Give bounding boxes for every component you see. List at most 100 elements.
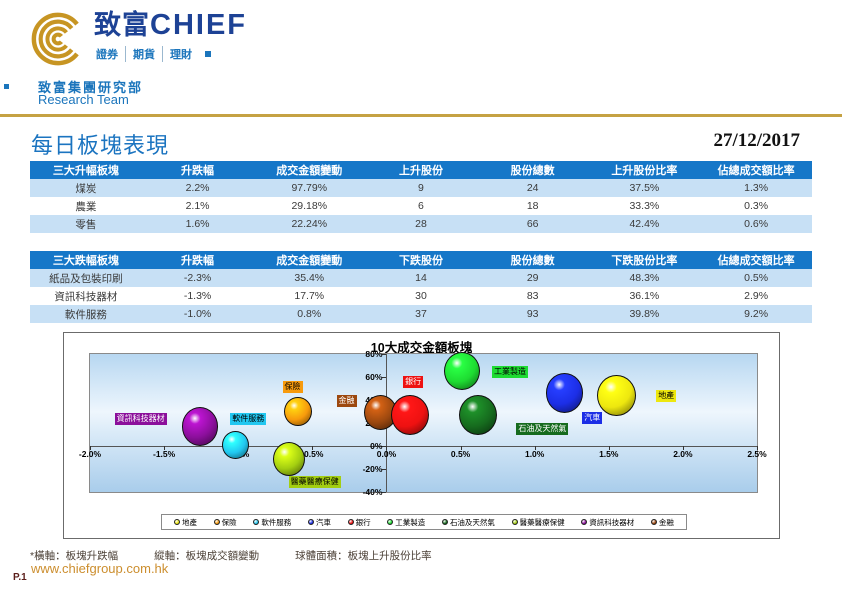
table-cell: 24 — [476, 179, 589, 197]
sector-bubble-label: 銀行 — [403, 375, 424, 388]
x-axis-tick — [164, 446, 166, 450]
table-cell: 0.8% — [253, 305, 366, 323]
x-axis-tick-label: -1.5% — [153, 449, 176, 459]
table-cell: 紙品及包裝印刷 — [30, 269, 142, 287]
legend-label: 汽車 — [315, 517, 331, 527]
x-axis-tick — [90, 446, 91, 450]
x-axis-tick — [757, 446, 758, 450]
sector-bubble-label: 資訊科技器材 — [114, 413, 167, 426]
x-axis-tick-label: 2.0% — [673, 449, 693, 459]
x-axis-tick-label: 0.0% — [376, 449, 397, 459]
y-axis-tick — [382, 446, 387, 447]
legend-label: 石油及天然氣 — [449, 517, 495, 527]
sector-bubble-label: 軟件服務 — [230, 413, 267, 426]
table-cell: 軟件服務 — [30, 305, 142, 323]
legend-label: 銀行 — [355, 517, 371, 527]
legend-item: 汽車 — [307, 517, 331, 528]
table-row: 零售 1.6% 22.24% 28 66 42.4% 0.6% — [30, 215, 812, 233]
legend-label: 地產 — [182, 517, 197, 527]
table-cell: 28 — [365, 215, 477, 233]
table-cell: 33.3% — [629, 200, 660, 212]
sector-bubble-石油及天然氣 — [459, 394, 498, 436]
legend-dot — [511, 519, 518, 525]
x-axis-tick-label: 1.5% — [599, 449, 619, 459]
legend-item: 地產 — [174, 517, 197, 528]
chart-title: 10大成交金額板塊 — [370, 341, 473, 355]
x-axis-tick-label: -0.5% — [301, 449, 324, 459]
column-header: 佔總成交額比率 — [700, 161, 812, 179]
sector-bubble-工業製造 — [444, 352, 481, 391]
sector-bubble-label: 石油及天然氣 — [516, 422, 569, 435]
table-cell: 1.3% — [700, 179, 812, 197]
table-cell: 17.7% — [294, 290, 325, 302]
service-label: 期貨 — [125, 46, 162, 62]
chart-footnote: *橫軸：板塊升跌幅 縱軸：板塊成交額變動 球體面積：板塊上升股份比率 — [30, 548, 432, 563]
table-cell: 35.4% — [253, 269, 366, 287]
table-cell: 39.8% — [588, 305, 701, 323]
table-row: 農業 2.1% 29.18% 6 18 33.3% 0.3% — [30, 197, 812, 215]
legend-dot — [581, 519, 588, 525]
website-link[interactable]: www.chiefgroup.com.hk — [31, 561, 169, 576]
table-cell: 9 — [365, 179, 477, 197]
table-row: 紙品及包裝印刷 -2.3% 35.4% 14 29 48.3% 0.5% — [30, 269, 812, 287]
sector-bubble-汽車 — [545, 373, 583, 413]
legend-dot — [174, 519, 180, 525]
blue-square-marker — [205, 51, 211, 57]
column-header: 股份總數 — [476, 161, 589, 179]
logo-wordmark: 致富 CHIEF — [94, 11, 247, 40]
table-cell: -1.0% — [141, 305, 254, 323]
plot-area: 80%60%40%20%0%-20%-40%-2.0%-1.5%-1.0%-0.… — [79, 349, 767, 497]
sector-bubble-label: 金融 — [336, 394, 357, 407]
legend-dot — [307, 519, 314, 525]
table-cell: 零售 — [30, 215, 142, 233]
x-axis-tick-label: -2.0% — [78, 449, 102, 459]
table-cell: 66 — [476, 215, 589, 233]
column-header: 三大升幅板塊 — [30, 161, 142, 179]
table-cell: 0.6% — [700, 215, 812, 233]
report-date: 27/12/2017 — [713, 130, 800, 151]
logo-cjk-text: 致富 — [94, 10, 150, 40]
table-cell: 2.2% — [141, 179, 254, 197]
table-cell: 2.1% — [185, 200, 210, 212]
legend-item: 保險 — [213, 517, 237, 528]
chief-logo-icon — [31, 12, 79, 66]
sector-bubble-保險 — [283, 396, 312, 427]
y-axis-tick-label: -20% — [362, 464, 383, 474]
table-cell: 83 — [526, 290, 539, 302]
service-label: 證券 — [96, 49, 118, 61]
legend-item: 銀行 — [347, 517, 371, 528]
table-header-row: 三大跌幅板塊 升跌幅 成交金額變動 下跌股份 股份總數 下跌股份比率 佔總成交額比率 — [30, 251, 812, 269]
sector-bubble-銀行 — [391, 394, 430, 436]
x-axis-tick — [386, 446, 388, 450]
column-header: 上升股份 — [365, 161, 477, 179]
legend-label: 金融 — [658, 517, 674, 527]
y-axis-tick — [382, 492, 387, 493]
y-axis-tick — [382, 354, 387, 355]
table-cell: 42.4% — [588, 215, 701, 233]
sector-bubble-label: 汽車 — [582, 412, 603, 425]
table-cell: 48.3% — [588, 269, 701, 287]
footnote-size: 球體面積：板塊上升股份比率 — [295, 550, 432, 562]
legend-item: 金融 — [650, 517, 674, 528]
table-row: 煤炭 2.2% 97.79% 9 24 37.5% 1.3% — [30, 179, 812, 197]
legend-label: 工業製造 — [395, 517, 426, 527]
legend-dot — [387, 519, 394, 525]
column-header: 下跌股份比率 — [588, 251, 701, 269]
gold-divider — [0, 114, 842, 117]
legend-dot — [253, 519, 260, 525]
sector-bubble-label: 地產 — [656, 390, 677, 403]
table-cell: 97.79% — [253, 179, 366, 197]
page-title: 每日板塊表現 — [31, 133, 170, 158]
x-axis-tick — [682, 446, 684, 450]
table-cell: 9.2% — [700, 305, 812, 323]
y-axis-tick-label: 80% — [365, 349, 383, 359]
legend-label: 醫藥醫療保健 — [519, 517, 565, 527]
table-cell: 煤炭 — [30, 179, 142, 197]
legend-label: 資訊科技器材 — [589, 517, 635, 527]
table-cell: 6 — [418, 200, 424, 212]
logo-services: 證券 期貨 理財 — [94, 46, 247, 62]
x-axis-tick-label: 0.5% — [450, 449, 471, 459]
column-header: 升跌幅 — [141, 251, 254, 269]
column-header: 成交金額變動 — [253, 161, 366, 179]
